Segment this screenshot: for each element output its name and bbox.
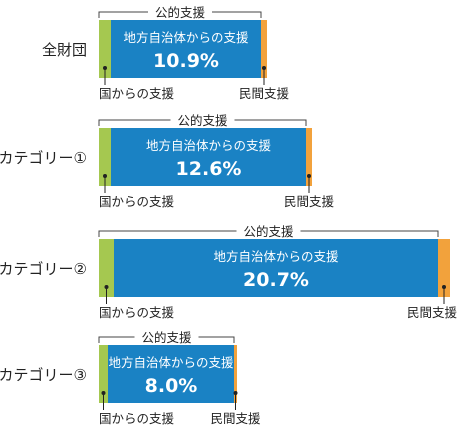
value-label: 20.7% bbox=[243, 269, 309, 291]
segment-label-local: 地方自治体からの支援 bbox=[108, 355, 234, 370]
segment-label-national: 国からの支援 bbox=[99, 194, 175, 209]
value-label: 8.0% bbox=[145, 375, 198, 397]
segment-label-private: 民間支援 bbox=[239, 86, 290, 101]
bracket-right bbox=[198, 336, 235, 343]
bracket-left bbox=[98, 336, 135, 343]
bar-segment-local bbox=[111, 20, 261, 78]
bar-segment-private bbox=[261, 20, 267, 78]
leader-dot-private bbox=[442, 285, 446, 289]
value-label: 10.9% bbox=[153, 50, 219, 72]
category-label: 全財団 bbox=[42, 41, 87, 59]
bracket-right bbox=[234, 119, 307, 126]
bracket-left bbox=[98, 119, 171, 126]
segment-label-private: 民間支援 bbox=[407, 305, 458, 320]
segment-label-private: 民間支援 bbox=[210, 411, 261, 426]
category-label: カテゴリー② bbox=[0, 260, 87, 278]
bar-segment-national bbox=[99, 345, 108, 403]
leader-dot-national bbox=[104, 285, 109, 289]
bracket-right bbox=[212, 11, 262, 18]
value-label: 12.6% bbox=[176, 158, 242, 180]
segment-label-national: 国からの支援 bbox=[99, 411, 175, 426]
segment-label-local: 地方自治体からの支援 bbox=[213, 249, 339, 264]
bar-segment-national bbox=[99, 239, 114, 297]
segment-label-local: 地方自治体からの支援 bbox=[146, 138, 272, 153]
bracket-right bbox=[300, 230, 439, 237]
bracket-left bbox=[98, 11, 148, 18]
leader-dot-private bbox=[233, 391, 238, 395]
bar-segment-national bbox=[99, 128, 111, 186]
bar-segment-local bbox=[114, 239, 438, 297]
leader-dot-national bbox=[103, 174, 107, 178]
bar-segment-private bbox=[438, 239, 450, 297]
leader-dot-private bbox=[262, 66, 266, 70]
leader-dot-national bbox=[101, 391, 106, 395]
bar-segment-national bbox=[99, 20, 111, 78]
bracket-label: 公的支援 bbox=[243, 224, 294, 239]
bracket-label: 公的支援 bbox=[177, 113, 228, 128]
category-label: カテゴリー① bbox=[0, 149, 87, 167]
bar-segment-local bbox=[111, 128, 306, 186]
bracket-label: 公的支援 bbox=[155, 5, 206, 20]
bar-segment-private bbox=[234, 345, 237, 403]
bar-segment-private bbox=[306, 128, 312, 186]
bar-segment-local bbox=[108, 345, 234, 403]
segment-label-national: 国からの支援 bbox=[99, 305, 175, 320]
segment-label-local: 地方自治体からの支援 bbox=[123, 30, 249, 45]
segment-label-national: 国からの支援 bbox=[99, 86, 175, 101]
bracket-left bbox=[98, 230, 237, 237]
leader-dot-national bbox=[103, 66, 107, 70]
segment-label-private: 民間支援 bbox=[284, 194, 335, 209]
bracket-label: 公的支援 bbox=[141, 330, 192, 345]
leader-dot-private bbox=[307, 174, 311, 178]
category-label: カテゴリー③ bbox=[0, 366, 87, 384]
